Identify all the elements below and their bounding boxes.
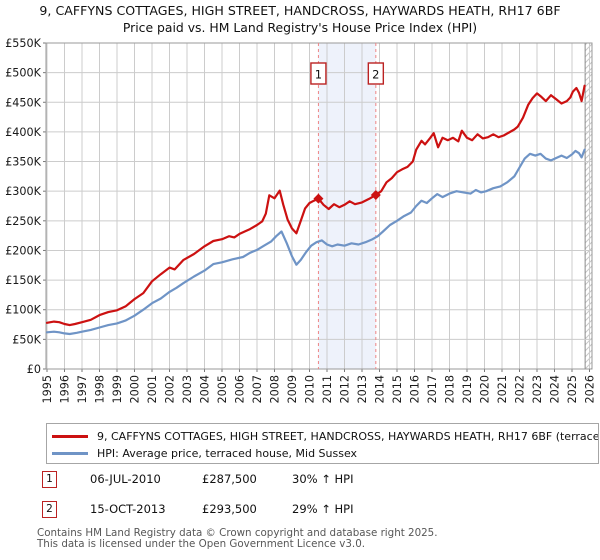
svg-text:2004: 2004 — [199, 375, 212, 403]
transaction-1-vs-hpi: 30% ↑ HPI — [292, 472, 354, 486]
svg-text:2001: 2001 — [146, 375, 159, 403]
svg-text:£350K: £350K — [5, 156, 41, 169]
legend-swatch-hpi — [52, 452, 88, 455]
svg-text:2000: 2000 — [129, 375, 142, 403]
transaction-2-date: 15-OCT-2013 — [90, 502, 166, 516]
svg-text:2022: 2022 — [514, 375, 527, 403]
svg-text:1995: 1995 — [41, 375, 54, 403]
svg-text:£500K: £500K — [5, 67, 41, 80]
transaction-1-price: £287,500 — [202, 472, 257, 486]
svg-text:1999: 1999 — [111, 375, 124, 403]
svg-text:2017: 2017 — [426, 375, 439, 403]
legend-label-price-paid: 9, CAFFYNS COTTAGES, HIGH STREET, HANDCR… — [97, 430, 599, 443]
page-subtitle: Price paid vs. HM Land Registry's House … — [122, 20, 478, 35]
transaction-2-price: £293,500 — [202, 502, 257, 516]
svg-text:2026: 2026 — [584, 375, 597, 403]
transactions-table: 1 06-JUL-2010 £287,500 30% ↑ HPI 2 15-OC… — [36, 471, 596, 531]
svg-text:2009: 2009 — [286, 375, 299, 403]
svg-text:2010: 2010 — [304, 375, 317, 403]
legend-row-price-paid: 9, CAFFYNS COTTAGES, HIGH STREET, HANDCR… — [52, 428, 598, 445]
svg-text:2021: 2021 — [496, 375, 509, 403]
svg-text:£550K: £550K — [5, 37, 41, 50]
svg-text:£0: £0 — [27, 363, 41, 376]
svg-text:£250K: £250K — [5, 215, 41, 228]
transaction-1-date: 06-JUL-2010 — [90, 472, 161, 486]
svg-text:2012: 2012 — [339, 375, 352, 403]
svg-text:2020: 2020 — [479, 375, 492, 403]
svg-text:2015: 2015 — [391, 375, 404, 403]
svg-text:2016: 2016 — [409, 375, 422, 403]
svg-text:2014: 2014 — [374, 375, 387, 403]
page-title: 9, CAFFYNS COTTAGES, HIGH STREET, HANDCR… — [39, 3, 561, 18]
svg-text:2023: 2023 — [531, 375, 544, 403]
svg-text:2018: 2018 — [444, 375, 457, 403]
svg-text:2025: 2025 — [566, 375, 579, 403]
svg-text:2019: 2019 — [461, 375, 474, 403]
copyright-notice: Contains HM Land Registry data © Crown c… — [37, 528, 438, 550]
svg-text:2003: 2003 — [181, 375, 194, 403]
transaction-2-badge: 2 — [42, 501, 57, 518]
copyright-line2: This data is licensed under the Open Gov… — [37, 537, 366, 550]
price-vs-hpi-chart: £0 £50K £100K £150K £200K £250K £300K £350K £400… — [5, 37, 597, 403]
svg-text:2024: 2024 — [549, 375, 562, 403]
svg-text:2006: 2006 — [234, 375, 247, 403]
svg-text:1998: 1998 — [94, 375, 107, 403]
svg-text:£150K: £150K — [5, 274, 41, 287]
table-row: 2 15-OCT-2013 £293,500 29% ↑ HPI — [36, 501, 596, 519]
svg-text:£300K: £300K — [5, 185, 41, 198]
legend-row-hpi: HPI: Average price, terraced house, Mid … — [52, 445, 598, 462]
copyright-line1: Contains HM Land Registry data © Crown c… — [37, 527, 438, 539]
svg-text:2005: 2005 — [216, 375, 229, 403]
svg-text:1: 1 — [315, 68, 322, 82]
svg-text:£50K: £50K — [12, 333, 41, 346]
svg-text:£100K: £100K — [5, 304, 41, 317]
transaction-1-badge: 1 — [42, 471, 57, 488]
svg-text:2011: 2011 — [321, 375, 334, 403]
svg-text:1997: 1997 — [76, 375, 89, 403]
svg-text:£450K: £450K — [5, 96, 41, 109]
svg-text:2007: 2007 — [251, 375, 264, 403]
svg-text:2: 2 — [372, 68, 379, 82]
table-row: 1 06-JUL-2010 £287,500 30% ↑ HPI — [36, 471, 596, 489]
svg-text:£400K: £400K — [5, 126, 41, 139]
svg-text:2002: 2002 — [164, 375, 177, 403]
svg-text:£200K: £200K — [5, 244, 41, 257]
chart-legend: 9, CAFFYNS COTTAGES, HIGH STREET, HANDCR… — [46, 423, 599, 464]
transaction-2-vs-hpi: 29% ↑ HPI — [292, 502, 354, 516]
legend-swatch-price-paid — [52, 435, 88, 438]
svg-text:2013: 2013 — [356, 375, 369, 403]
svg-text:1996: 1996 — [59, 375, 72, 403]
svg-text:2008: 2008 — [269, 375, 282, 403]
legend-label-hpi: HPI: Average price, terraced house, Mid … — [97, 447, 358, 460]
